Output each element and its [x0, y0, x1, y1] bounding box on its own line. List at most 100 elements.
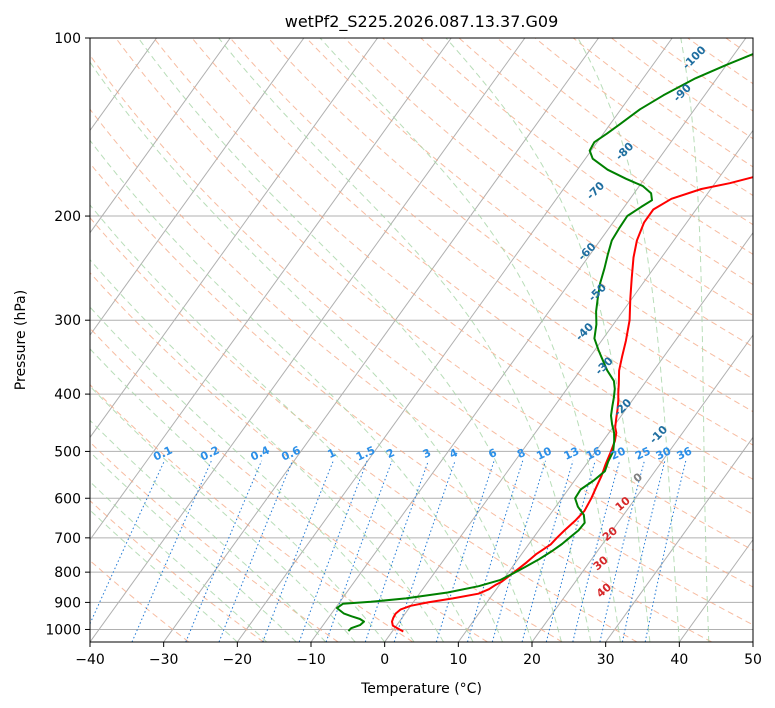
dry-adiabat-line — [420, 38, 753, 286]
dry-adiabat-line — [90, 216, 638, 642]
mixing-ratio-line — [599, 460, 645, 642]
x-tick-label: −10 — [296, 652, 326, 668]
moist-adiabat-label: 20 — [600, 524, 620, 544]
dry-adiabat-line — [534, 38, 753, 197]
mixing-ratio-label: 25 — [633, 445, 652, 463]
mixing-ratio-label: 0.2 — [198, 444, 221, 464]
y-tick-label: 600 — [54, 491, 81, 507]
dry-adiabat-label: -40 — [573, 320, 596, 343]
dry-adiabat-line — [90, 162, 712, 642]
dry-adiabat-line — [191, 38, 753, 480]
mixing-ratio-line — [90, 460, 165, 625]
mixing-ratio-label: 36 — [675, 444, 695, 462]
dry-adiabat-label: -20 — [611, 396, 634, 419]
mixing-ratio-line — [185, 460, 263, 642]
mixing-ratio-line — [521, 460, 574, 642]
dry-adiabat-label: -50 — [586, 281, 609, 304]
moist-adiabat-line — [90, 385, 356, 642]
isotherm-line — [384, 129, 753, 642]
y-tick-label: 400 — [54, 387, 81, 403]
x-tick-label: 50 — [744, 652, 762, 668]
axis-ticks: −40 −30 −20 −10 0 10 20 30 40 5010020030040050060… — [45, 31, 762, 668]
moist-adiabat-line — [90, 258, 445, 642]
x-tick-label: 30 — [597, 652, 615, 668]
chart-title: wetPf2_S225.2026.087.13.37.G09 — [285, 12, 559, 32]
moist-adiabat-line — [577, 38, 680, 642]
mixing-ratio-line — [131, 460, 212, 642]
mixing-ratio-line — [621, 460, 666, 642]
x-tick-label: 40 — [670, 652, 688, 668]
dry-adiabat-label: -80 — [613, 140, 636, 163]
moist-adiabat-line — [218, 38, 592, 642]
mixing-ratio-label: 30 — [654, 444, 674, 462]
dry-adiabat-line — [229, 38, 753, 446]
dry-adiabat-line — [344, 38, 753, 348]
dry-adiabat-line — [725, 38, 753, 58]
mixing-ratio-label: 1.5 — [354, 444, 377, 464]
isotherm-line — [457, 231, 753, 642]
mixing-ratio-line — [298, 460, 368, 642]
x-axis-label: Temperature (°C) — [360, 681, 482, 697]
mixing-ratio-line — [644, 460, 687, 642]
mixing-ratio-label: 0.4 — [249, 443, 272, 463]
background-lines — [90, 38, 775, 642]
isotherm-line — [605, 436, 753, 642]
mixing-ratio-label: 13 — [562, 445, 581, 463]
x-tick-label: 20 — [523, 652, 541, 668]
moist-adiabat-line — [90, 419, 327, 642]
mixing-ratio-line — [491, 460, 546, 642]
dry-adiabat-line — [306, 38, 753, 380]
temperature-profile — [391, 175, 753, 633]
mixing-ratio-label: 3 — [421, 446, 433, 461]
profile-lines — [335, 53, 753, 633]
dry-adiabat-label: -70 — [584, 179, 607, 202]
isotherm-line — [90, 38, 378, 439]
isotherm-line — [90, 38, 231, 234]
moist-adiabat-line — [90, 61, 533, 642]
dry-adiabat-label: -30 — [593, 354, 616, 377]
dry-adiabat-label: -100 — [680, 43, 709, 72]
mixing-ratio-label: 1 — [326, 446, 338, 461]
mixing-ratio-label: 10 — [534, 444, 554, 462]
y-tick-label: 700 — [54, 531, 81, 547]
moist-adiabat-line — [445, 38, 651, 642]
moist-adiabat-line — [90, 348, 386, 642]
isotherm-line — [90, 38, 526, 642]
y-tick-label: 800 — [54, 565, 81, 581]
mixing-ratio-label: 6 — [486, 446, 499, 461]
x-tick-label: −20 — [223, 652, 253, 668]
mixing-ratio-label: 16 — [584, 444, 604, 462]
dry-adiabat-line — [90, 384, 414, 642]
dry-adiabat-line — [90, 441, 339, 642]
dry-adiabat-label: -60 — [575, 240, 598, 263]
moist-adiabat-line — [90, 139, 503, 642]
isotherm-line — [163, 38, 599, 642]
moist-adiabat-line — [90, 451, 297, 642]
mixing-ratio-label: 20 — [608, 444, 628, 462]
mixing-ratio-line — [393, 460, 456, 642]
dry-adiabat-line — [90, 108, 753, 626]
moist-adiabat-label: 10 — [613, 494, 633, 514]
y-axis-label: Pressure (hPa) — [13, 290, 29, 390]
dry-adiabat-line — [90, 54, 753, 588]
moist-adiabat-line — [90, 509, 238, 642]
dry-adiabat-line — [90, 500, 264, 642]
dry-adiabat-line — [572, 38, 753, 168]
dry-adiabat-line — [764, 38, 775, 642]
dry-adiabat-line — [153, 38, 753, 515]
x-tick-label: −30 — [149, 652, 179, 668]
y-tick-label: 100 — [54, 31, 81, 47]
y-tick-label: 500 — [54, 444, 81, 460]
mixing-ratio-line — [218, 460, 293, 642]
line-labels: 0.1 0.2 0.4 0.6 1 1.5 2 3 4 6 8 10 13 16 20 25 30 36-100-… — [151, 43, 709, 600]
y-tick-label: 900 — [54, 595, 81, 611]
dry-adiabat-line — [90, 271, 563, 642]
dry-adiabat-line — [115, 38, 753, 551]
moist-adiabat-line — [137, 38, 562, 642]
mixing-ratio-line — [435, 460, 495, 642]
isotherm-line — [752, 641, 753, 642]
x-tick-label: 10 — [449, 652, 467, 668]
y-tick-label: 200 — [54, 209, 81, 225]
moist-adiabat-label: 40 — [594, 580, 614, 600]
